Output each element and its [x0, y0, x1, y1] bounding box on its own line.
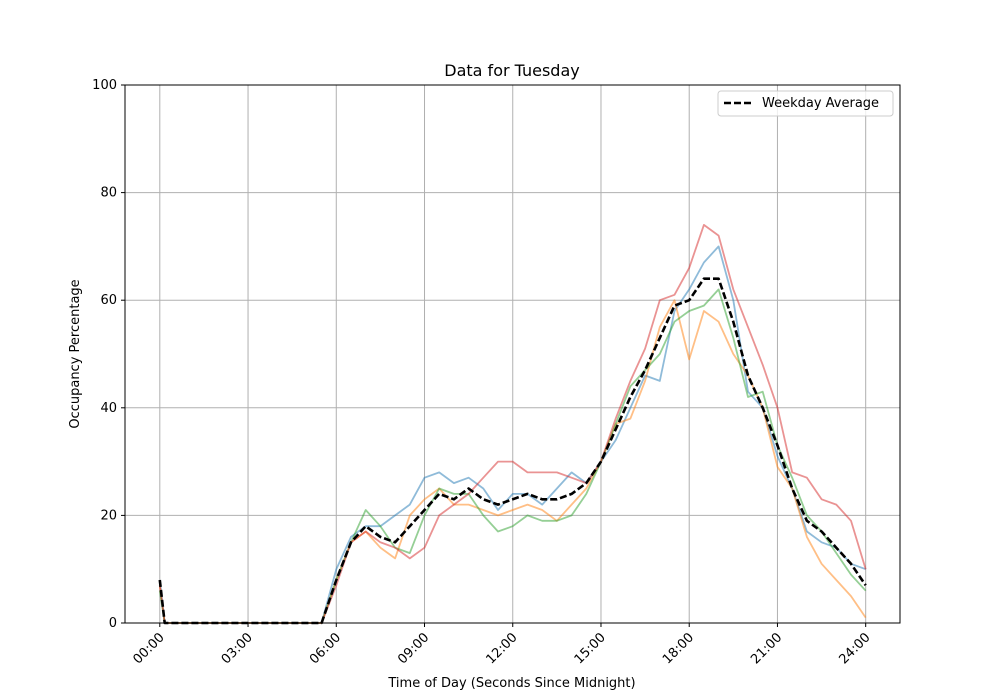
y-tick-label: 40 — [100, 401, 117, 416]
series-line-1 — [158, 245, 867, 624]
series-line-weekday-average — [158, 277, 867, 625]
x-tick-label: 18:00 — [660, 630, 697, 667]
chart-title: Data for Tuesday — [444, 61, 579, 80]
grid — [125, 84, 900, 624]
x-tick-label: 03:00 — [219, 630, 256, 667]
legend-box — [717, 90, 894, 117]
y-tick-label: 100 — [92, 78, 117, 93]
x-tick-label: 12:00 — [483, 630, 520, 667]
y-tick-label: 80 — [100, 186, 117, 201]
series-line-3 — [158, 288, 867, 624]
y-tick-label: 60 — [100, 293, 117, 308]
x-tick-label: 24:00 — [836, 630, 873, 667]
legend-label-weekday-average: Weekday Average — [762, 96, 879, 111]
x-tick-label: 00:00 — [131, 630, 168, 667]
ticks: 00:00 03:00 06:00 09:00 12:00 15:00 18:00 21:00… — [92, 78, 873, 667]
y-tick-label: 0 — [109, 616, 117, 631]
series-line-2 — [158, 299, 867, 624]
x-tick-label: 15:00 — [572, 630, 609, 667]
x-tick-label: 21:00 — [748, 630, 785, 667]
series-lines — [158, 223, 867, 625]
y-tick-label: 20 — [100, 508, 117, 523]
x-axis-label: Time of Day (Seconds Since Midnight) — [387, 676, 635, 691]
x-tick-label: 09:00 — [395, 630, 432, 667]
legend: Weekday Average — [717, 90, 894, 117]
x-tick-label: 06:00 — [307, 630, 344, 667]
y-axis-label: Occupancy Percentage — [68, 279, 83, 428]
series-line-4 — [158, 223, 867, 624]
